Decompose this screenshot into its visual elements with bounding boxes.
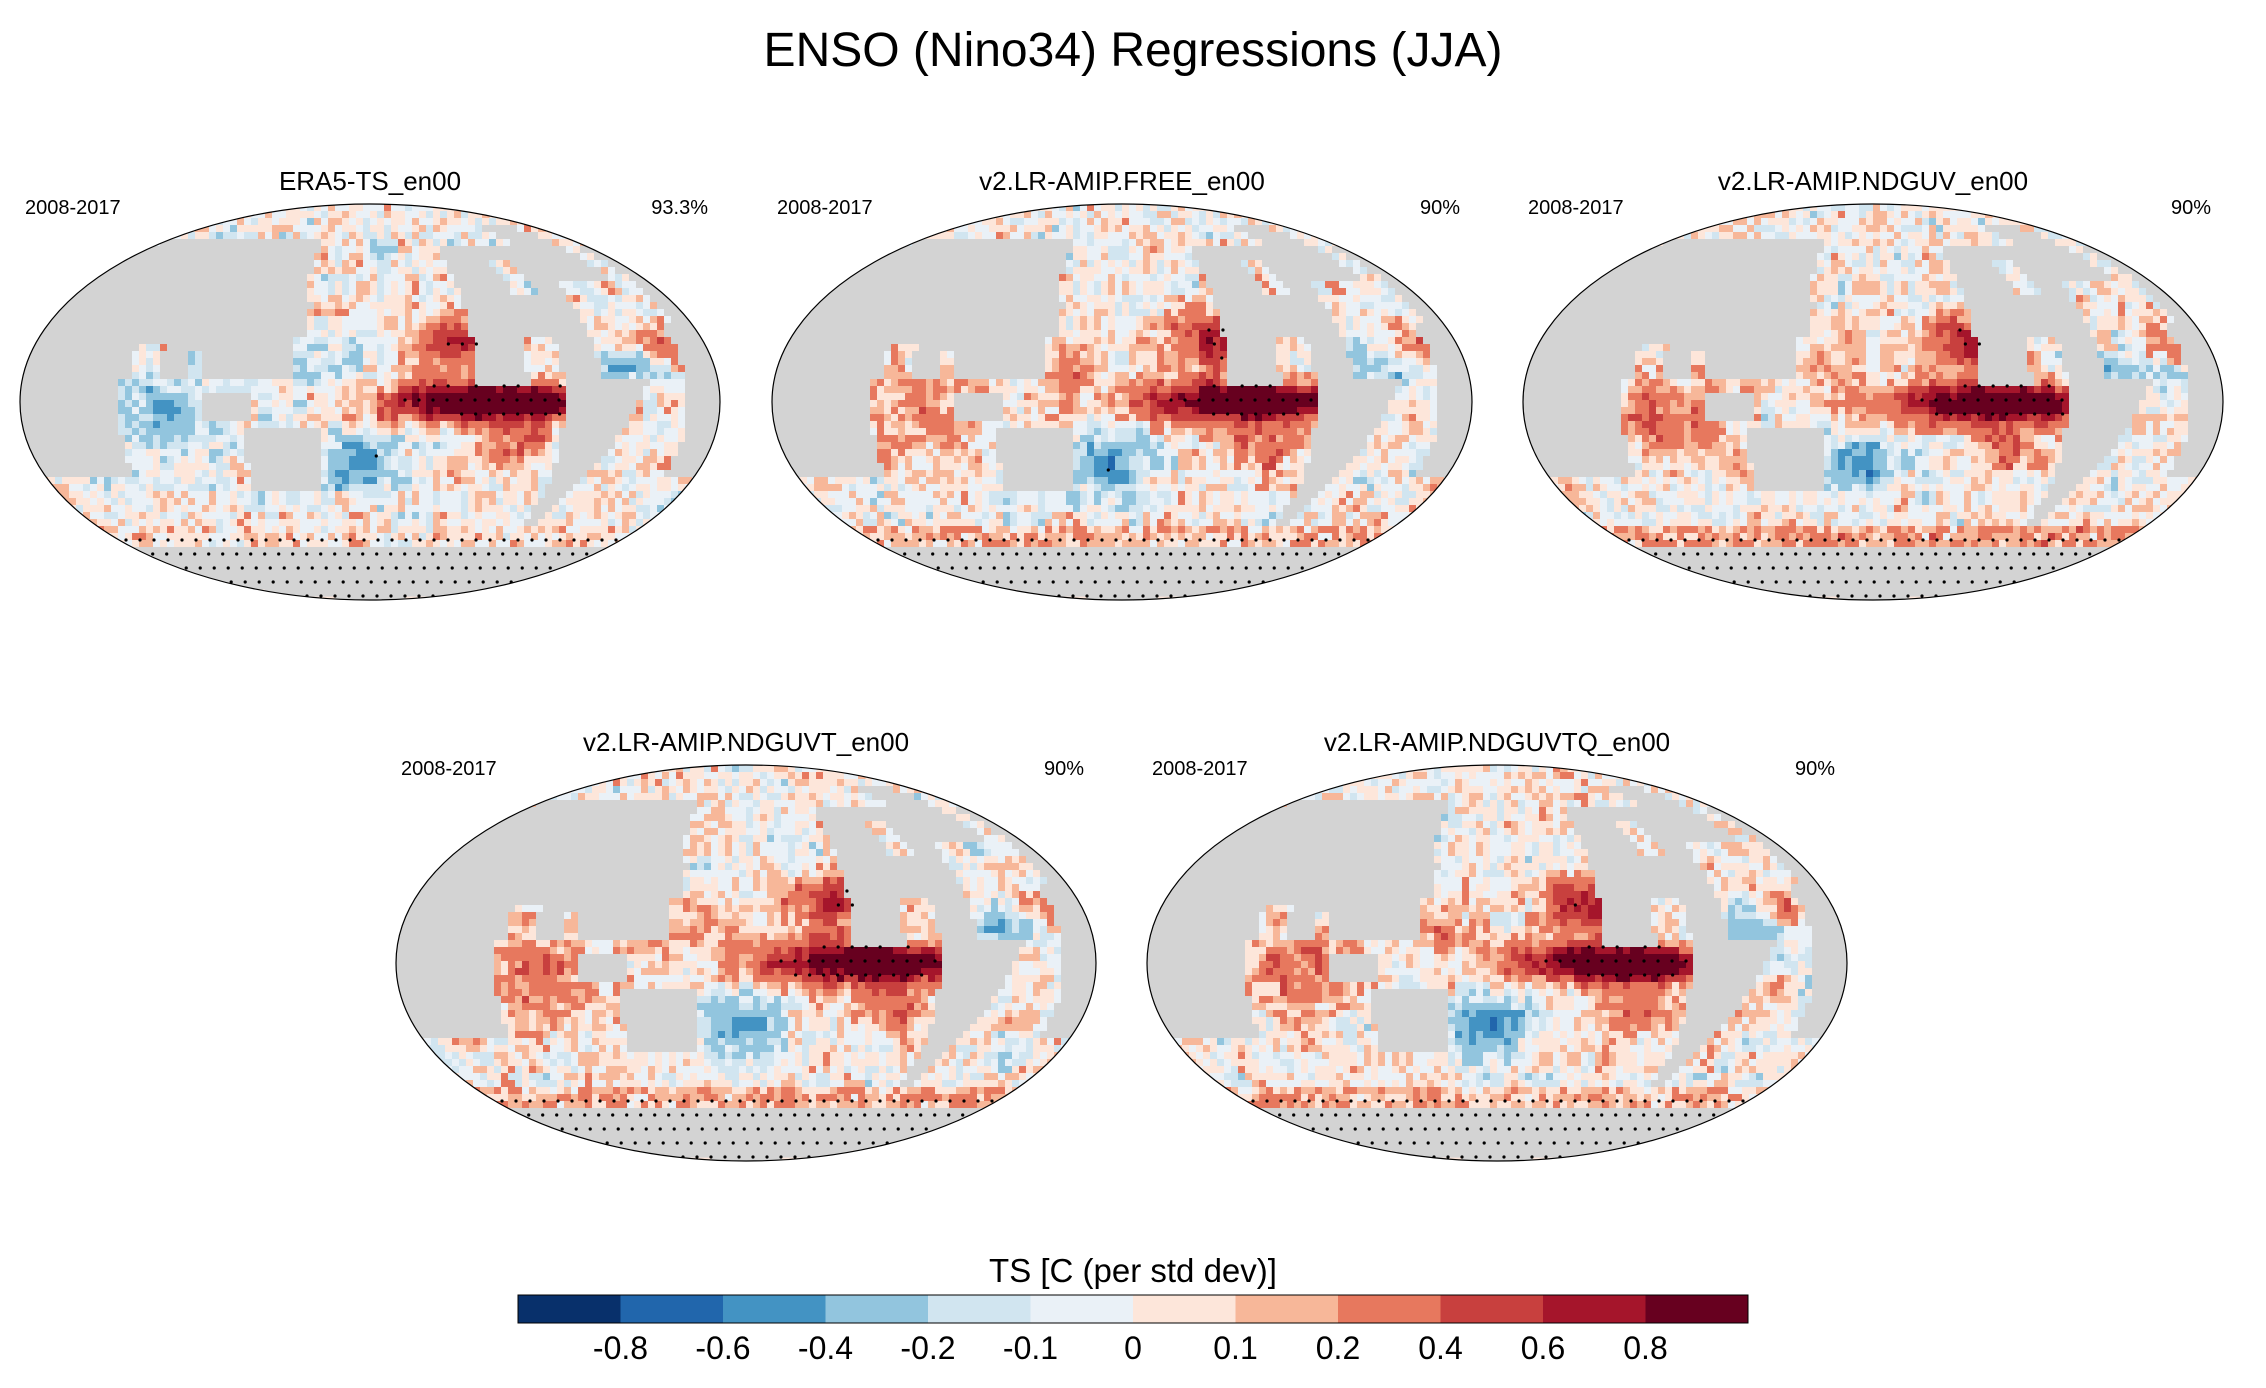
colorbar-swatch <box>1338 1295 1441 1323</box>
panel-title: v2.LR-AMIP.NDGUV_en00 <box>1718 166 2028 196</box>
colorbar: TS [C (per std dev)] -0.8 -0.6 -0.4 -0.2 -0.… <box>517 1252 1749 1366</box>
significance-stipple <box>1251 903 1745 1159</box>
map-border <box>1522 203 2224 601</box>
colorbar-swatch <box>1645 1295 1749 1323</box>
colorbar-tick-label: -0.8 <box>593 1330 648 1366</box>
significance-stipple <box>1627 328 2121 598</box>
colorbar-swatch <box>1440 1295 1544 1323</box>
panel-period: 2008-2017 <box>25 197 121 219</box>
map-panel: ERA5-TS_en00 2008-2017 93.3% <box>19 166 721 601</box>
colorbar-tick-label: 0.4 <box>1418 1330 1462 1366</box>
panel-period: 2008-2017 <box>1528 197 1624 219</box>
map-panel: v2.LR-AMIP.NDGUV_en00 2008-2017 90% <box>1522 166 2224 601</box>
significance-stipple <box>500 889 994 1159</box>
map-field <box>1147 765 1847 1161</box>
map-field <box>396 765 1096 1161</box>
panel-title: v2.LR-AMIP.FREE_en00 <box>979 166 1265 196</box>
colorbar-label: TS [C (per std dev)] <box>989 1252 1277 1289</box>
map-border <box>771 203 1473 601</box>
panel-percent: 90% <box>1420 197 1460 219</box>
figure-title: ENSO (Nino34) Regressions (JJA) <box>764 24 1503 77</box>
colorbar-swatch <box>620 1295 724 1323</box>
colorbar-frame <box>517 1294 1749 1324</box>
significance-stipple <box>124 342 618 598</box>
map-panels: ERA5-TS_en00 2008-2017 93.3% v2.LR-AMIP.FRE… <box>19 166 2224 1162</box>
colorbar-tick-label: 0.6 <box>1521 1330 1565 1366</box>
colorbar-tick-label: 0.2 <box>1316 1330 1360 1366</box>
map-border <box>395 764 1097 1162</box>
panel-period: 2008-2017 <box>401 758 497 780</box>
colorbar-tick-label: -0.6 <box>695 1330 750 1366</box>
colorbar-swatch <box>1235 1295 1339 1323</box>
panel-period: 2008-2017 <box>777 197 873 219</box>
colorbar-tick-label: -0.4 <box>798 1330 853 1366</box>
panel-percent: 90% <box>2171 197 2211 219</box>
map-panel: v2.LR-AMIP.NDGUVTQ_en00 2008-2017 90% <box>1146 727 1848 1162</box>
colorbar-swatch <box>928 1295 1031 1323</box>
panel-title: v2.LR-AMIP.NDGUVTQ_en00 <box>1324 727 1670 757</box>
panel-percent: 90% <box>1795 758 1835 780</box>
panel-title: ERA5-TS_en00 <box>279 166 461 196</box>
colorbar-tick-label: -0.2 <box>900 1330 955 1366</box>
colorbar-tick-label: 0.1 <box>1213 1330 1257 1366</box>
map-border <box>19 203 721 601</box>
colorbar-tick-label: -0.1 <box>1003 1330 1058 1366</box>
colorbar-tick-label: 0 <box>1124 1330 1142 1366</box>
panel-period: 2008-2017 <box>1152 758 1248 780</box>
significance-stipple <box>876 328 1370 598</box>
map-panel: v2.LR-AMIP.NDGUVT_en00 2008-2017 90% <box>395 727 1097 1162</box>
colorbar-swatch <box>723 1295 826 1323</box>
colorbar-swatch <box>1133 1295 1236 1323</box>
map-field <box>1523 204 2223 600</box>
map-panel: v2.LR-AMIP.FREE_en00 2008-2017 90% <box>771 166 1473 601</box>
map-border <box>1146 764 1848 1162</box>
panel-percent: 90% <box>1044 758 1084 780</box>
colorbar-swatch <box>825 1295 929 1323</box>
panel-percent: 93.3% <box>651 197 708 219</box>
panel-title: v2.LR-AMIP.NDGUVT_en00 <box>583 727 909 757</box>
map-field <box>772 204 1472 600</box>
colorbar-swatch <box>1543 1295 1646 1323</box>
colorbar-tick-label: 0.8 <box>1623 1330 1667 1366</box>
colorbar-swatch <box>1030 1295 1134 1323</box>
colorbar-swatch <box>518 1295 621 1323</box>
